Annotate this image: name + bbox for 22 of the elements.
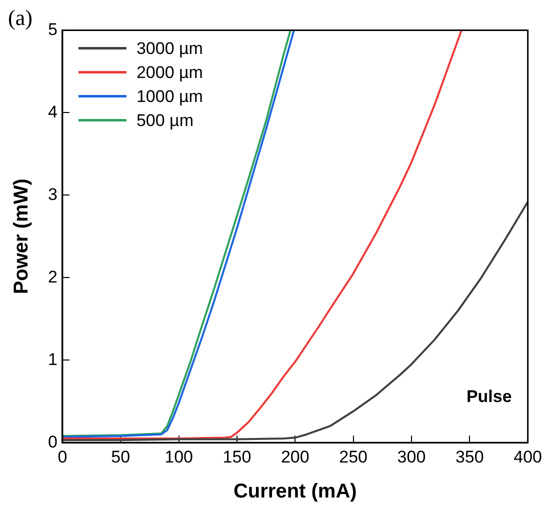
legend-label: 2000 µm xyxy=(136,62,203,82)
x-tick-label: 150 xyxy=(222,447,252,466)
x-tick-label: 250 xyxy=(339,447,368,466)
y-tick-label: 0 xyxy=(48,432,58,452)
x-tick-label: 300 xyxy=(397,447,426,466)
y-tick-label: 1 xyxy=(48,350,58,369)
x-axis-title: Current (mA) xyxy=(233,480,357,503)
y-tick-label: 2 xyxy=(48,267,58,286)
y-tick-label: 4 xyxy=(48,102,58,122)
annotation: Pulse xyxy=(466,386,512,406)
x-tick-label: 200 xyxy=(280,447,310,466)
x-tick-label: 400 xyxy=(514,447,542,466)
x-tick-label: 100 xyxy=(164,447,193,466)
y-tick-label: 3 xyxy=(48,184,58,204)
x-tick-label: 350 xyxy=(455,447,484,466)
y-axis-title: Power (mW) xyxy=(10,178,33,294)
legend-label: 3000 µm xyxy=(136,38,203,58)
legend-label: 500 µm xyxy=(136,110,194,130)
y-tick-label: 5 xyxy=(48,20,58,39)
x-tick-label: 50 xyxy=(111,447,130,466)
legend-label: 1000 µm xyxy=(136,86,203,106)
text: (a) xyxy=(8,4,32,30)
